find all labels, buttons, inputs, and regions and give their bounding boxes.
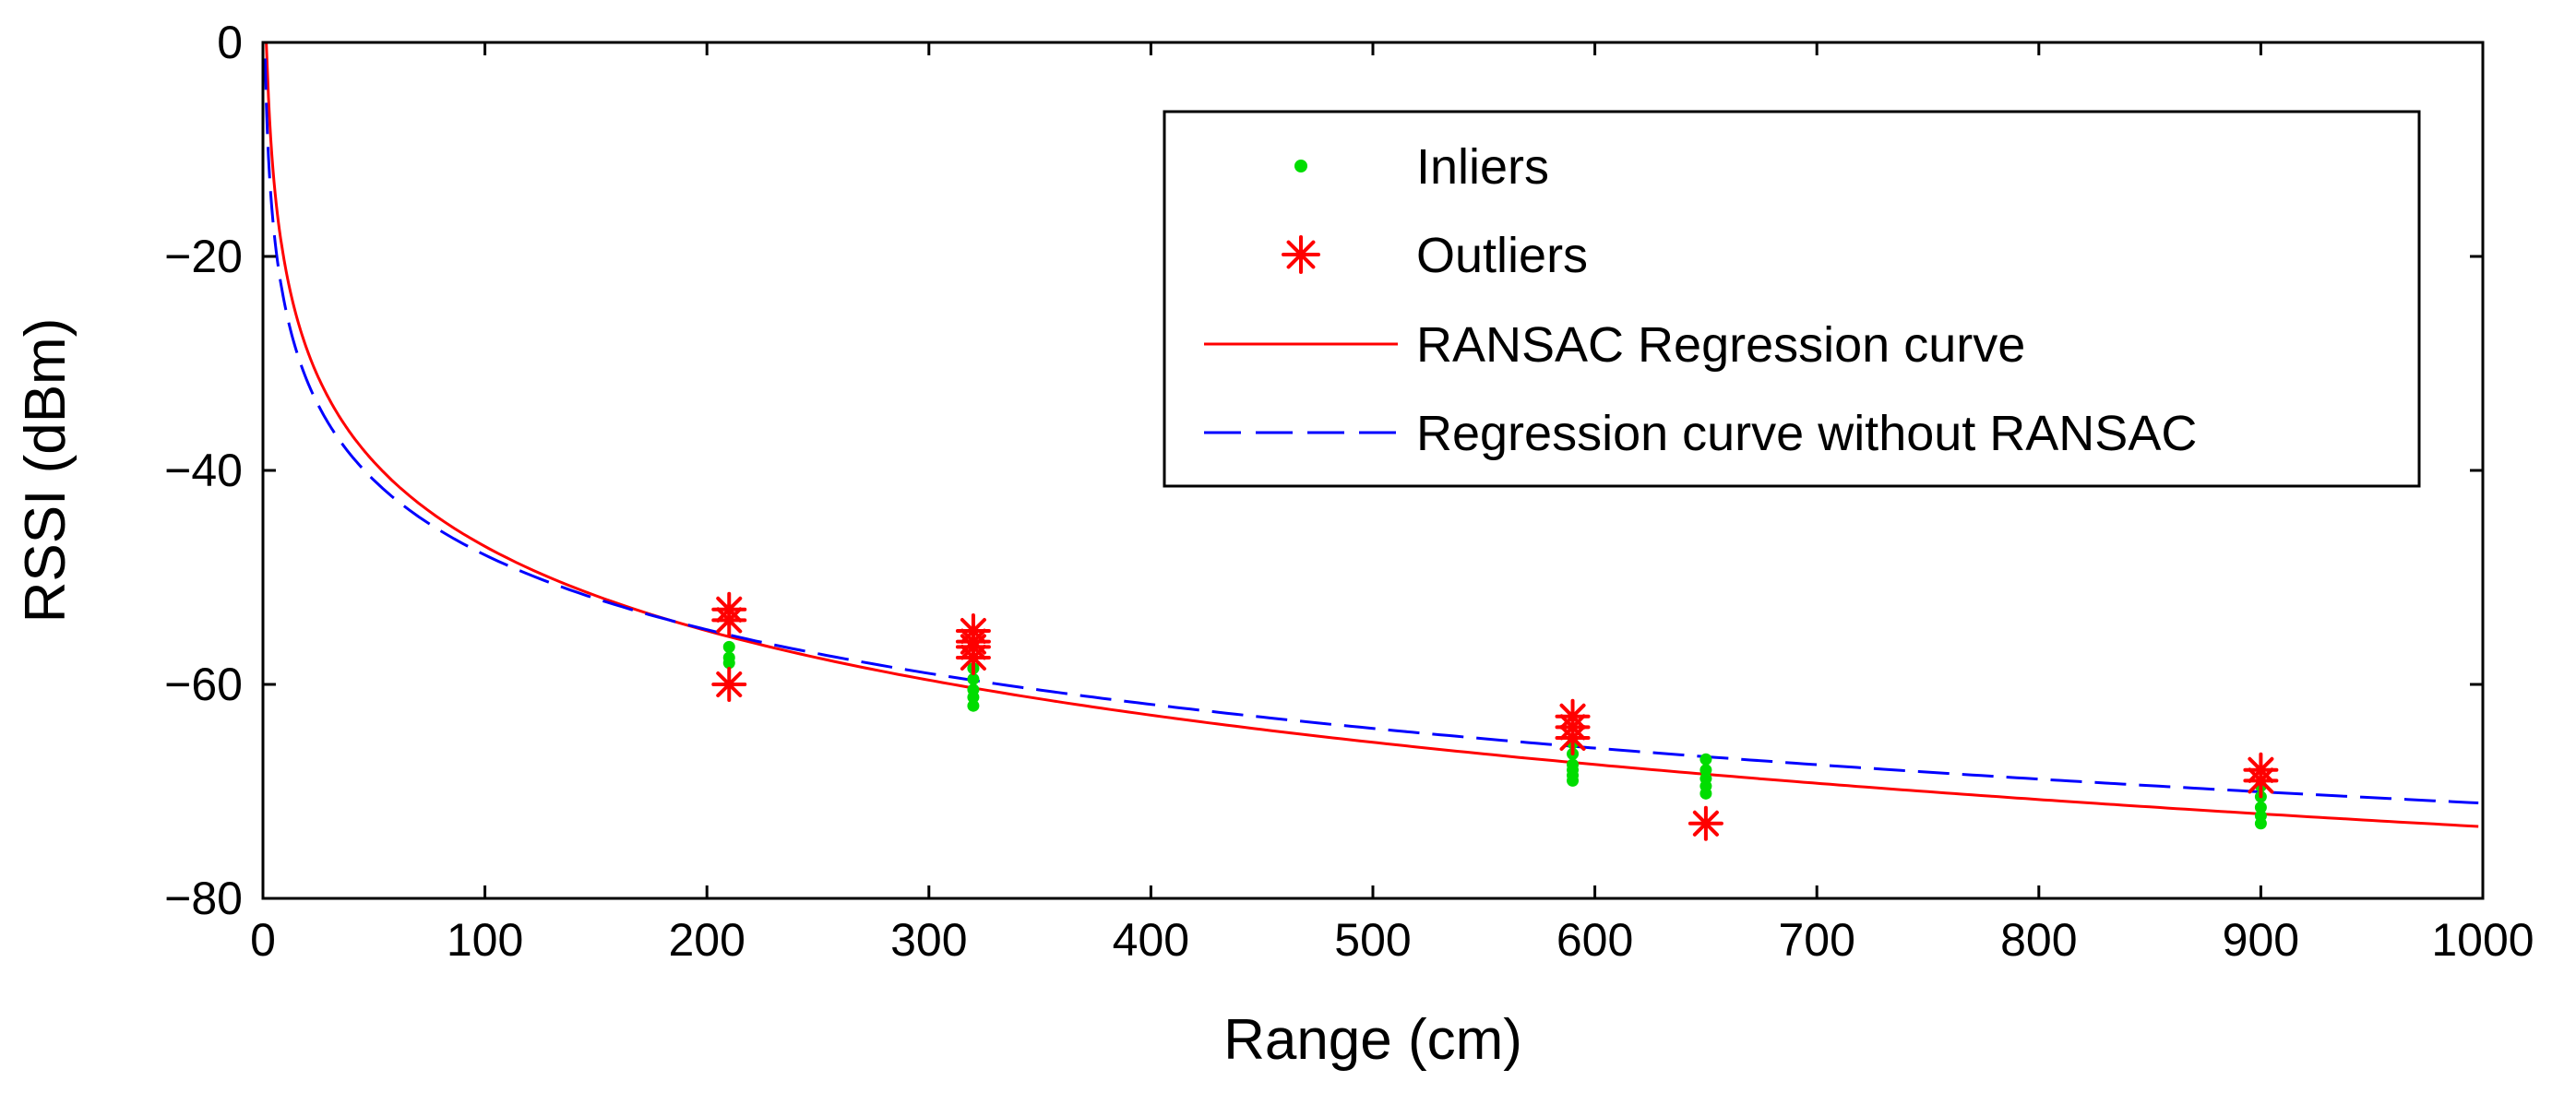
- outlier-point: [711, 667, 747, 702]
- x-tick-label: 600: [1556, 914, 1633, 966]
- x-tick-label: 400: [1113, 914, 1189, 966]
- y-axis-title: RSSI (dBm): [14, 318, 78, 624]
- x-tick-label: 800: [2000, 914, 2077, 966]
- inlier-point: [2254, 801, 2267, 814]
- outlier-point: [1555, 720, 1591, 755]
- inlier-point: [1699, 764, 1712, 777]
- legend-outliers-label: Outliers: [1416, 228, 1588, 283]
- inlier-point: [967, 699, 980, 712]
- inlier-point: [967, 691, 980, 704]
- inlier-point: [722, 657, 735, 670]
- legend-no-ransac-label: Regression curve without RANSAC: [1416, 406, 2197, 461]
- legend-inliers-marker: [1294, 160, 1307, 172]
- regression-curve-without-ransac: [263, 58, 2479, 804]
- y-tick-label: 0: [217, 17, 243, 68]
- outlier-point: [711, 602, 747, 638]
- x-tick-label: 700: [1778, 914, 1854, 966]
- y-tick-label: −80: [164, 873, 243, 924]
- x-tick-label: 100: [447, 914, 523, 966]
- x-tick-label: 0: [250, 914, 276, 966]
- inlier-point: [1567, 774, 1580, 787]
- inlier-point: [2254, 817, 2267, 830]
- outlier-point: [955, 640, 991, 675]
- inlier-point: [1699, 753, 1712, 766]
- inlier-point: [1699, 787, 1712, 800]
- outlier-point: [1688, 805, 1723, 841]
- legend-box: [1163, 110, 2421, 488]
- legend-outliers-marker: [1282, 235, 1320, 274]
- x-tick-label: 200: [668, 914, 745, 966]
- legend-inliers-label: Inliers: [1416, 139, 1549, 195]
- y-tick-label: −60: [164, 659, 243, 710]
- x-axis-title: Range (cm): [1223, 1008, 1522, 1072]
- legend: Inliers Outliers RANSAC Regression curve…: [1163, 110, 2421, 488]
- regression-curves: [263, 41, 2479, 828]
- x-tick-label: 300: [890, 914, 967, 966]
- axis-ticks: [261, 41, 2485, 900]
- inlier-point: [967, 672, 980, 685]
- ransac-regression-curve: [265, 41, 2479, 828]
- y-tick-label: −40: [164, 445, 243, 496]
- outlier-point: [2243, 763, 2279, 799]
- x-tick-label: 500: [1334, 914, 1411, 966]
- y-tick-label: −20: [164, 231, 243, 282]
- legend-ransac-label: RANSAC Regression curve: [1416, 317, 2025, 373]
- x-tick-label: 900: [2223, 914, 2299, 966]
- inlier-point: [722, 640, 735, 653]
- x-tick-label: 1000: [2431, 914, 2534, 966]
- axis-tick-labels: 0 100 200 300 400 500 600 700 800 900 1000 0 −20 −40 −…: [164, 17, 2534, 966]
- data-points: [711, 591, 2279, 841]
- legend-outlier-asterisk: [1282, 235, 1320, 274]
